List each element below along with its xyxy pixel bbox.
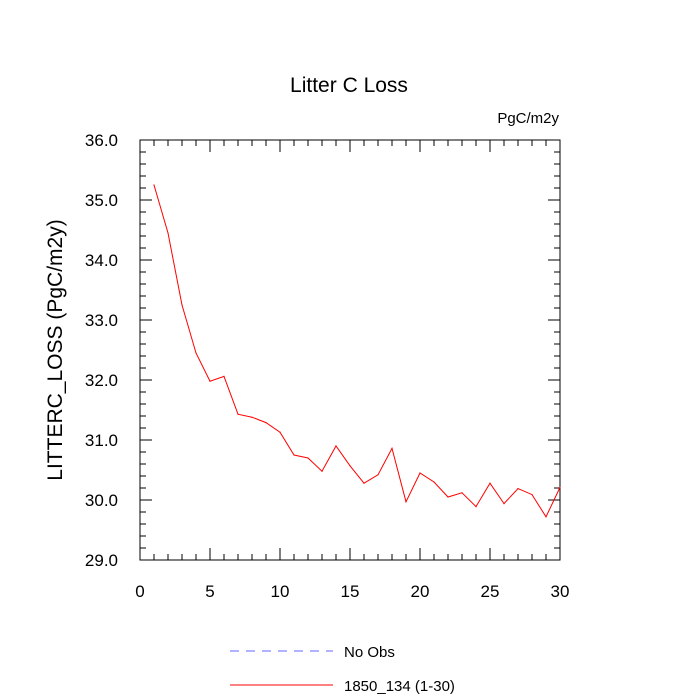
x-tick-label: 10 <box>271 582 290 601</box>
tick-labels: 0 5 10 15 20 25 30 29.0 30.0 31.0 32.0 33.0 34.0 35.0… <box>85 131 570 601</box>
axis-ticks <box>139 139 561 561</box>
x-tick-label: 0 <box>135 582 144 601</box>
data-point <box>349 465 351 467</box>
x-tick-label: 5 <box>205 582 214 601</box>
data-point <box>181 304 183 306</box>
x-tick-label: 30 <box>551 582 570 601</box>
data-point <box>475 506 477 508</box>
y-tick-label: 30.0 <box>85 491 118 510</box>
data-point <box>405 501 407 503</box>
y-tick-label: 29.0 <box>85 551 118 570</box>
x-tick-label: 25 <box>481 582 500 601</box>
data-point <box>545 516 547 518</box>
y-tick-label: 32.0 <box>85 371 118 390</box>
data-point <box>265 422 267 424</box>
data-point <box>293 454 295 456</box>
series-group <box>153 184 561 518</box>
y-tick-label: 36.0 <box>85 131 118 150</box>
x-tick-label: 20 <box>411 582 430 601</box>
units-label: PgC/m2y <box>497 110 559 127</box>
legend: No Obs 1850_134 (1-30) <box>230 644 455 695</box>
chart-title: Litter C Loss <box>290 74 408 97</box>
y-tick-label: 35.0 <box>85 191 118 210</box>
data-point <box>195 352 197 354</box>
data-point <box>489 482 491 484</box>
data-point <box>391 447 393 449</box>
data-point <box>335 445 337 447</box>
data-point <box>531 494 533 496</box>
data-point <box>279 431 281 433</box>
data-point <box>503 503 505 505</box>
data-point <box>363 482 365 484</box>
data-point <box>307 457 309 459</box>
data-point <box>321 470 323 472</box>
data-point <box>517 488 519 490</box>
data-point <box>447 496 449 498</box>
data-point <box>377 474 379 476</box>
data-point <box>433 481 435 483</box>
y-tick-label: 34.0 <box>85 251 118 270</box>
data-point <box>209 380 211 382</box>
plot-frame <box>139 139 561 561</box>
data-point <box>237 413 239 415</box>
legend-label: 1850_134 (1-30) <box>344 678 455 695</box>
data-point <box>153 184 155 186</box>
series-line <box>153 184 561 518</box>
data-point <box>419 472 421 474</box>
data-point <box>461 492 463 494</box>
legend-label: No Obs <box>344 644 395 661</box>
y-axis-label: LITTERC_LOSS (PgC/m2y) <box>44 219 67 480</box>
y-tick-label: 33.0 <box>85 311 118 330</box>
x-tick-label: 15 <box>341 582 360 601</box>
data-point <box>559 486 561 488</box>
data-point <box>223 375 225 377</box>
data-point <box>251 416 253 418</box>
y-tick-label: 31.0 <box>85 431 118 450</box>
data-point <box>167 232 169 234</box>
